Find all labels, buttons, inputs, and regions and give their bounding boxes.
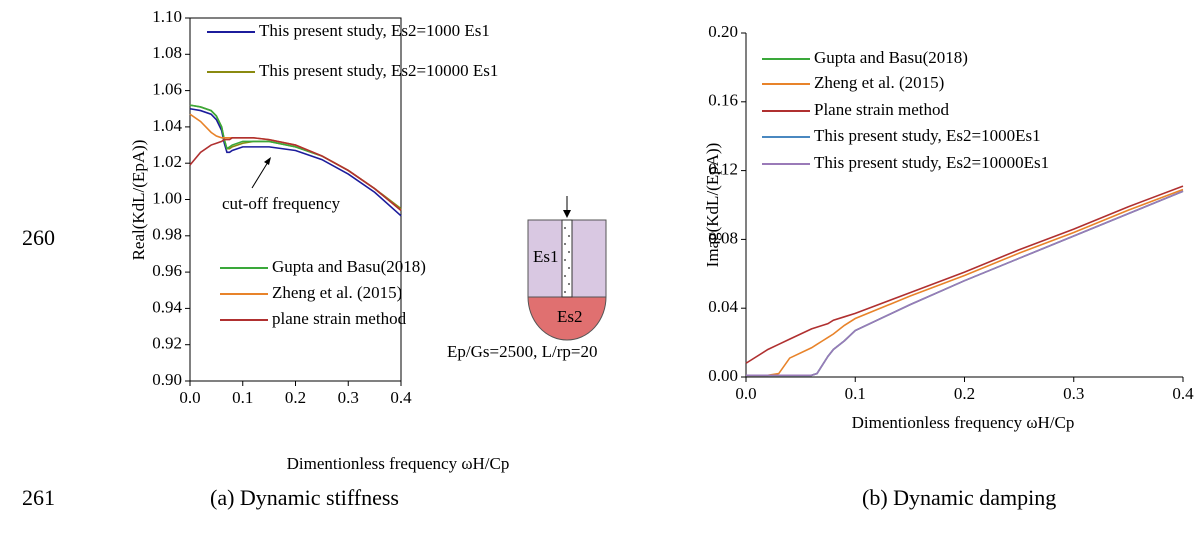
y-axis-label: Imag(KdL/(EpA)) (703, 143, 722, 268)
annotation: Ep/Gs=2500, L/rp=20 (447, 342, 597, 361)
y-tick-label: 0.92 (152, 334, 182, 353)
y-tick-label: 0.20 (708, 22, 738, 41)
y-tick-label: 1.02 (152, 152, 182, 171)
series-line (189, 136, 402, 212)
legend-label: This present study, Es2=1000 Es1 (259, 21, 490, 40)
x-axis-label: Dimentionless frequency ωH/Cp (852, 413, 1075, 432)
caption: (a) Dynamic stiffness (210, 485, 399, 510)
y-tick-label: 1.00 (152, 188, 182, 207)
y-tick-label: 0.94 (152, 297, 182, 316)
legend-label: Zheng et al. (2015) (814, 73, 944, 92)
x-tick-label: 0.2 (954, 384, 975, 403)
x-tick-label: 0.4 (390, 388, 412, 407)
y-tick-label: 0.12 (708, 160, 738, 179)
caption: (b) Dynamic damping (862, 485, 1056, 510)
annotation: Es1 (533, 247, 559, 266)
legend-label: Gupta and Basu(2018) (272, 257, 426, 276)
x-tick-label: 0.0 (735, 384, 756, 403)
x-tick-label: 0.3 (1063, 384, 1084, 403)
series-line (189, 107, 402, 217)
y-tick-label: 1.08 (152, 43, 182, 62)
series-line (745, 185, 1184, 364)
line-number: 261 (22, 485, 55, 510)
inset-diagram (527, 196, 607, 341)
x-tick-label: 0.4 (1172, 384, 1194, 403)
y-tick-label: 0.98 (152, 225, 182, 244)
plot-frame (746, 33, 1183, 377)
y-tick-label: 1.04 (152, 116, 182, 135)
legend-label: plane strain method (272, 309, 407, 328)
y-tick-label: 0.16 (708, 91, 738, 110)
legend-label: Zheng et al. (2015) (272, 283, 402, 302)
x-tick-label: 0.0 (179, 388, 200, 407)
x-tick-label: 0.1 (232, 388, 253, 407)
y-tick-label: 0.08 (708, 228, 738, 247)
legend-label: This present study, Es2=10000Es1 (814, 153, 1049, 172)
x-tick-label: 0.1 (845, 384, 866, 403)
legend-label: This present study, Es2=10000 Es1 (259, 61, 498, 80)
x-axis-label: Dimentionless frequency ωH/Cp (287, 454, 510, 473)
y-tick-label: 0.96 (152, 261, 182, 280)
y-tick-label: 1.06 (152, 80, 182, 99)
y-tick-label: 1.10 (152, 7, 182, 26)
y-tick-label: 0.00 (708, 366, 738, 385)
y-tick-label: 0.90 (152, 370, 182, 389)
legend-label: Plane strain method (814, 100, 950, 119)
annotation: cut-off frequency (222, 194, 341, 213)
cutoff-arrow (251, 157, 271, 189)
series-line (746, 190, 1184, 377)
y-tick-label: 0.04 (708, 297, 738, 316)
y-axis-label: Real(KdL/(EpA)) (129, 140, 148, 261)
line-number: 260 (22, 225, 55, 250)
annotation: Es2 (557, 307, 583, 326)
series-line (746, 188, 1184, 377)
legend-label: Gupta and Basu(2018) (814, 48, 968, 67)
x-tick-label: 0.3 (338, 388, 359, 407)
legend-label: This present study, Es2=1000Es1 (814, 126, 1041, 145)
x-tick-label: 0.2 (285, 388, 306, 407)
